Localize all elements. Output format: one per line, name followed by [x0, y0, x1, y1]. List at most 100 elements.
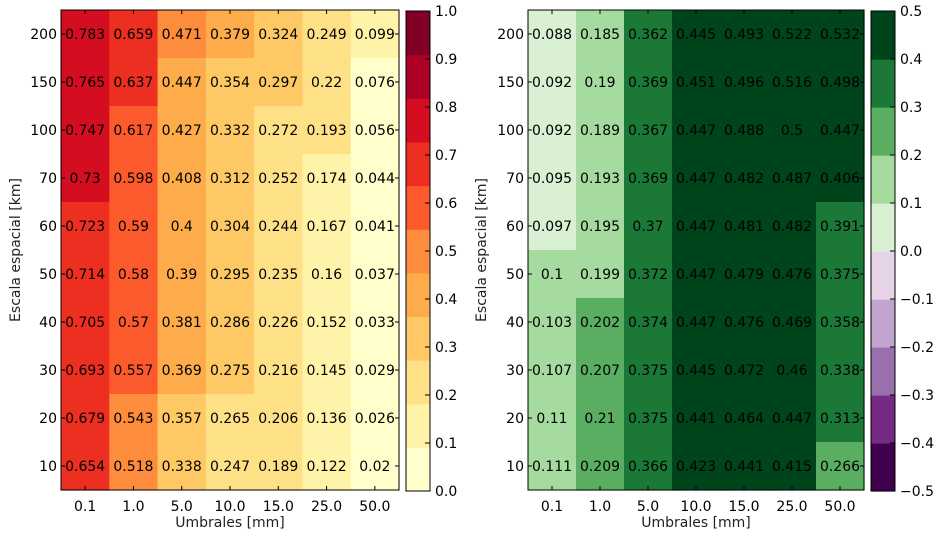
y-tick-label: 100	[30, 123, 57, 139]
heatmap-cell	[816, 250, 865, 299]
heatmap-cell	[302, 58, 352, 107]
heatmap-cell	[350, 298, 400, 347]
heatmap-cell	[576, 394, 625, 443]
heatmap-right-y-ticks: 200 150 100 70 60 50 40 30 20 10	[497, 27, 864, 475]
cell-value-label: 0.57	[118, 315, 149, 331]
heatmap-cell	[302, 394, 352, 443]
colorbar-tick-label: 0.9	[435, 52, 457, 68]
heatmap-left-cells: 0.783 0.659 0.471 0.379 0.324 0.249 0.099 0.765…	[61, 10, 400, 491]
cell-value-label: 0.026	[355, 411, 395, 427]
cell-value-label: 0.493	[724, 27, 764, 43]
heatmap-cell	[816, 394, 865, 443]
colorbar-tick-label: 0.2	[900, 148, 922, 164]
colorbar-tick-label: 0.1	[435, 436, 457, 452]
cell-value-label: 0.097	[532, 219, 572, 235]
heatmap-cell	[61, 442, 110, 491]
colorbar-tick-label: 1.0	[435, 4, 457, 20]
colorbar-tick-label: 0.0	[435, 484, 457, 500]
colorbar-right: −0.5 −0.4 −0.3 −0.2 −0.1 0.0 0.1 0.2 0.3 0.4 0.5	[870, 4, 934, 500]
heatmap-cell	[254, 346, 304, 395]
colorbar-left-ticks: 0.0 0.1 0.2 0.3 0.4 0.5 0.6 0.7 0.8 0.9 1.0	[425, 4, 457, 500]
heatmap-cell	[61, 202, 110, 251]
heatmap-cell	[720, 154, 769, 203]
cell-value-label: 0.557	[113, 363, 153, 379]
x-tick-label: 15.0	[728, 499, 759, 515]
heatmap-cell	[816, 10, 865, 59]
heatmap-cell	[350, 346, 400, 395]
colorbar-tick-label: 0.4	[900, 52, 922, 68]
cell-value-label: 0.111	[532, 459, 572, 475]
colorbar-segment	[871, 299, 895, 348]
heatmap-cell	[624, 10, 673, 59]
heatmap-cell	[254, 442, 304, 491]
heatmap-cell	[672, 298, 721, 347]
heatmap-cell	[254, 154, 304, 203]
heatmap-cell	[205, 10, 255, 59]
heatmap-cell	[624, 58, 673, 107]
heatmap-cell	[254, 106, 304, 155]
heatmap-cell	[109, 346, 159, 395]
cell-value-label: 0.099	[355, 27, 395, 43]
cell-value-label: 0.369	[162, 363, 202, 379]
cell-value-label: 0.441	[676, 411, 716, 427]
cell-value-label: 0.447	[676, 267, 716, 283]
heatmap-cell	[109, 298, 159, 347]
cell-value-label: 0.617	[113, 123, 153, 139]
x-tick-label: 50.0	[359, 499, 390, 515]
cell-value-label: 0.369	[628, 171, 668, 187]
colorbar-tick-label: 0.6	[435, 196, 457, 212]
heatmap-cell	[672, 58, 721, 107]
colorbar-segment	[406, 98, 430, 143]
cell-value-label: 0.206	[258, 411, 298, 427]
cell-value-label: 0.482	[724, 171, 764, 187]
heatmap-cell	[816, 106, 865, 155]
cell-value-label: 0.189	[580, 123, 620, 139]
cell-value-label: 0.193	[307, 123, 347, 139]
heatmap-cell	[61, 298, 110, 347]
heatmap-right: 0.088 0.185 0.362 0.445 0.493 0.522 0.532 0.092…	[474, 9, 865, 531]
heatmap-cell	[157, 58, 207, 107]
heatmap-cell	[302, 202, 352, 251]
cell-value-label: 0.464	[724, 411, 764, 427]
heatmap-cell	[254, 250, 304, 299]
colorbar-tick-label: −0.3	[900, 388, 934, 404]
cell-value-label: 0.202	[580, 315, 620, 331]
x-tick-label: 25.0	[776, 499, 807, 515]
cell-value-label: 0.136	[307, 411, 347, 427]
y-tick-label: 200	[30, 27, 57, 43]
heatmap-cell	[109, 250, 159, 299]
heatmap-cell	[576, 58, 625, 107]
cell-value-label: 0.447	[676, 123, 716, 139]
cell-value-label: 0.044	[355, 171, 395, 187]
heatmap-cell	[157, 250, 207, 299]
y-tick-label: 10	[506, 459, 524, 475]
heatmap-left: 0.783 0.659 0.471 0.379 0.324 0.249 0.099 0.765…	[8, 9, 400, 531]
cell-value-label: 0.372	[628, 267, 668, 283]
heatmap-cell	[528, 106, 577, 155]
cell-value-label: 0.249	[307, 27, 347, 43]
heatmap-cell	[205, 58, 255, 107]
cell-value-label: 0.496	[724, 75, 764, 91]
heatmap-cell	[254, 298, 304, 347]
cell-value-label: 0.266	[820, 459, 860, 475]
cell-value-label: 0.476	[772, 267, 812, 283]
y-tick-label: 20	[39, 411, 57, 427]
heatmap-cell	[350, 250, 400, 299]
heatmap-cell	[157, 106, 207, 155]
heatmap-cell	[816, 298, 865, 347]
cell-value-label: 0.11	[536, 411, 567, 427]
cell-value-label: 0.441	[724, 459, 764, 475]
heatmap-cell	[720, 394, 769, 443]
y-tick-label: 50	[506, 267, 524, 283]
cell-value-label: 0.765	[65, 75, 105, 91]
x-tick-label: 1.0	[589, 499, 611, 515]
cell-value-label: 0.447	[676, 219, 716, 235]
heatmap-cell	[528, 442, 577, 491]
cell-value-label: 0.487	[772, 171, 812, 187]
heatmap-cell	[672, 442, 721, 491]
cell-value-label: 0.313	[820, 411, 860, 427]
heatmap-cell	[672, 250, 721, 299]
heatmap-cell	[302, 154, 352, 203]
colorbar-tick-label: 0.2	[435, 388, 457, 404]
colorbar-left: 0.0 0.1 0.2 0.3 0.4 0.5 0.6 0.7 0.8 0.9 1.0	[405, 4, 457, 500]
